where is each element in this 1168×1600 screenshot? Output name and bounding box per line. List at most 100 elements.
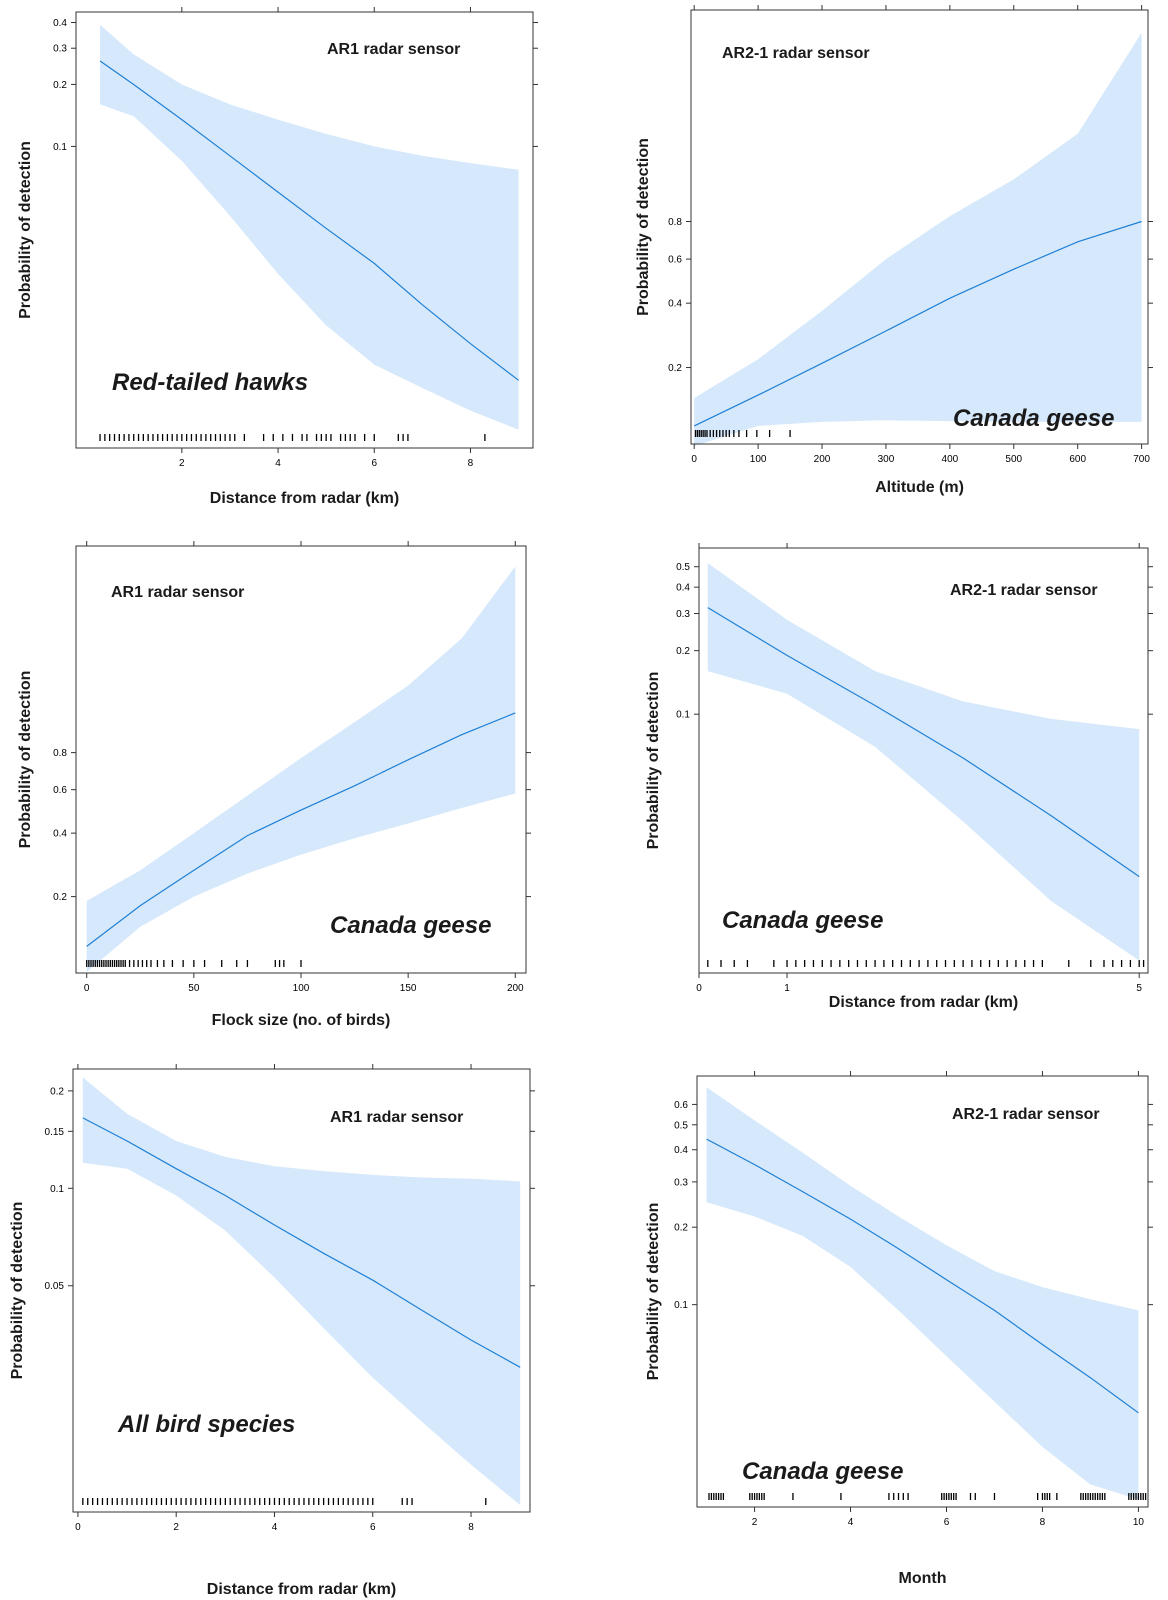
x-tick-label: 6 bbox=[944, 1517, 950, 1528]
y-tick-label: 0.4 bbox=[674, 1145, 688, 1156]
sensor-label: AR2-1 radar sensor bbox=[722, 45, 870, 62]
y-axis-title: Probability of detection bbox=[645, 1203, 662, 1381]
y-tick-label: 0.3 bbox=[676, 609, 690, 620]
y-tick-label: 0.1 bbox=[676, 710, 690, 721]
fitted-line bbox=[82, 1117, 521, 1368]
y-tick-label: 0.1 bbox=[674, 1300, 688, 1311]
y-tick-label: 0.6 bbox=[668, 255, 682, 266]
y-tick-label: 0.2 bbox=[676, 646, 690, 657]
y-axis-title: Probability of detection bbox=[17, 671, 34, 849]
x-tick-label: 150 bbox=[400, 983, 417, 994]
y-tick-label: 0.4 bbox=[53, 829, 67, 840]
x-tick-label: 6 bbox=[370, 1522, 376, 1533]
sensor-label: AR2-1 radar sensor bbox=[952, 1106, 1100, 1123]
x-axis-title: Distance from radar (km) bbox=[207, 1581, 396, 1598]
species-label: Canada geese bbox=[953, 405, 1114, 432]
x-tick-label: 300 bbox=[878, 454, 895, 465]
x-tick-label: 500 bbox=[1005, 454, 1022, 465]
plot-frame bbox=[72, 1068, 531, 1513]
y-tick-label: 0.4 bbox=[53, 18, 67, 29]
chart-panel-top-right: 0.2 0.4 0.6 0.8 0 100 200 300 400 500 600 700 AR2-1 … bbox=[635, 5, 1153, 496]
plot-frame bbox=[698, 547, 1149, 974]
species-label: Canada geese bbox=[742, 1458, 903, 1485]
y-tick-label: 0.1 bbox=[50, 1184, 64, 1195]
fitted-line bbox=[86, 712, 516, 947]
x-tick-label: 6 bbox=[371, 458, 377, 469]
x-tick-label: 2 bbox=[752, 1517, 758, 1528]
y-tick-label: 0.4 bbox=[668, 299, 682, 310]
x-axis-title: Altitude (m) bbox=[875, 479, 964, 496]
y-axis-title: Probability of detection bbox=[9, 1202, 26, 1380]
x-tick-label: 1 bbox=[784, 983, 790, 994]
x-tick-label: 200 bbox=[814, 454, 831, 465]
species-label: All bird species bbox=[117, 1411, 295, 1438]
x-tick-label: 0 bbox=[84, 983, 90, 994]
sensor-label: AR1 radar sensor bbox=[327, 41, 460, 58]
y-tick-label: 0.1 bbox=[53, 142, 67, 153]
y-axis-title: Probability of detection bbox=[645, 672, 662, 850]
y-tick-label: 0.2 bbox=[674, 1223, 688, 1234]
sensor-label: AR2-1 radar sensor bbox=[950, 582, 1098, 599]
y-tick-label: 0.6 bbox=[674, 1100, 688, 1111]
x-tick-label: 700 bbox=[1133, 454, 1150, 465]
fitted-line bbox=[99, 60, 519, 381]
x-axis-title: Flock size (no. of birds) bbox=[212, 1012, 391, 1029]
y-tick-label: 0.05 bbox=[45, 1281, 65, 1292]
y-tick-label: 0.5 bbox=[674, 1120, 688, 1131]
chart-panel-middle-left: 0.2 0.4 0.6 0.8 0 50 100 150 200 AR1 radar sensor… bbox=[17, 541, 531, 1029]
x-tick-label: 600 bbox=[1069, 454, 1086, 465]
y-axis-title: Probability of detection bbox=[17, 141, 34, 319]
x-axis-title: Month bbox=[899, 1570, 947, 1587]
confidence-band bbox=[100, 24, 519, 430]
sensor-label: AR1 radar sensor bbox=[330, 1109, 463, 1126]
y-tick-label: 0.2 bbox=[668, 363, 682, 374]
confidence-band bbox=[694, 32, 1142, 446]
x-tick-label: 4 bbox=[848, 1517, 854, 1528]
x-tick-label: 0 bbox=[691, 454, 697, 465]
fitted-line bbox=[706, 1138, 1139, 1414]
chart-panel-middle-right: 0.1 0.2 0.3 0.4 0.5 0 1 5 AR2-1 radar sensor Cana… bbox=[645, 543, 1153, 1011]
x-tick-label: 2 bbox=[173, 1522, 179, 1533]
x-tick-label: 50 bbox=[188, 983, 200, 994]
y-tick-label: 0.2 bbox=[53, 80, 67, 91]
y-tick-label: 0.3 bbox=[53, 44, 67, 55]
fitted-line bbox=[693, 220, 1142, 427]
species-label: Canada geese bbox=[330, 912, 491, 939]
chart-panel-bottom-right: 0.1 0.2 0.3 0.4 0.5 0.6 2 4 6 8 10 AR2-1 radar sens… bbox=[645, 1071, 1153, 1587]
species-label: Red-tailed hawks bbox=[112, 369, 308, 396]
x-tick-label: 100 bbox=[750, 454, 767, 465]
chart-panel-top-left: 0.1 0.2 0.3 0.4 2 4 6 8 AR1 radar sensor Red-tail… bbox=[17, 7, 538, 507]
x-tick-label: 5 bbox=[1136, 983, 1142, 994]
x-tick-label: 0 bbox=[696, 983, 702, 994]
x-tick-label: 200 bbox=[507, 983, 524, 994]
y-tick-label: 0.6 bbox=[53, 785, 67, 796]
x-axis-title: Distance from radar (km) bbox=[829, 994, 1018, 1011]
x-tick-label: 8 bbox=[1040, 1517, 1046, 1528]
y-tick-label: 0.4 bbox=[676, 583, 690, 594]
sensor-label: AR1 radar sensor bbox=[111, 584, 244, 601]
chart-panel-bottom-left: 0.05 0.1 0.15 0.2 0 2 4 6 8 AR1 radar sensor All b… bbox=[9, 1064, 535, 1598]
x-tick-label: 2 bbox=[179, 458, 185, 469]
x-tick-label: 4 bbox=[275, 458, 281, 469]
species-label: Canada geese bbox=[722, 907, 883, 934]
x-tick-label: 400 bbox=[942, 454, 959, 465]
y-axis-title: Probability of detection bbox=[635, 138, 652, 316]
y-tick-label: 0.8 bbox=[53, 748, 67, 759]
y-tick-label: 0.2 bbox=[53, 892, 67, 903]
x-tick-label: 10 bbox=[1133, 1517, 1145, 1528]
confidence-band bbox=[82, 1077, 521, 1506]
x-tick-label: 0 bbox=[75, 1522, 81, 1533]
fitted-line bbox=[707, 607, 1140, 878]
y-tick-label: 0.2 bbox=[50, 1086, 64, 1097]
x-tick-label: 8 bbox=[468, 1522, 474, 1533]
confidence-band bbox=[706, 1087, 1139, 1500]
plot-frame bbox=[690, 9, 1149, 445]
x-axis-title: Distance from radar (km) bbox=[210, 490, 399, 507]
y-tick-label: 0.15 bbox=[45, 1127, 65, 1138]
confidence-band bbox=[707, 563, 1140, 961]
y-tick-label: 0.5 bbox=[676, 562, 690, 573]
y-tick-label: 0.3 bbox=[674, 1177, 688, 1188]
x-tick-label: 4 bbox=[272, 1522, 278, 1533]
x-tick-label: 8 bbox=[468, 458, 474, 469]
